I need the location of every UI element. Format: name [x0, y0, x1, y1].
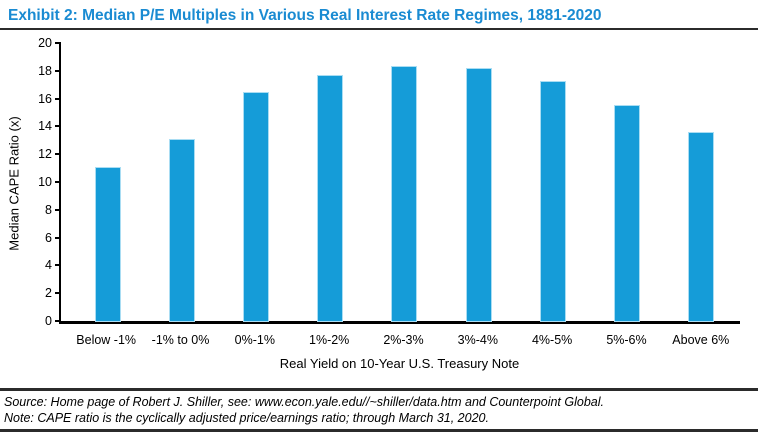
y-tick-mark — [55, 264, 61, 267]
y-tick-label: 6 — [45, 230, 52, 245]
y-tick-label: 12 — [38, 147, 52, 162]
y-tick-mark — [55, 69, 61, 72]
bar-slot — [219, 43, 293, 321]
bar-slot — [516, 43, 590, 321]
x-tick-label: Below -1% — [76, 333, 137, 347]
y-tick-mark — [55, 208, 61, 211]
footnotes: Source: Home page of Robert J. Shiller, … — [0, 388, 758, 432]
plot-area: 0 2 4 6 8 10 12 14 16 18 20 — [38, 37, 740, 327]
exhibit-title: Exhibit 2: Median P/E Multiples in Vario… — [8, 7, 602, 24]
y-tick-label: 0 — [45, 314, 52, 328]
bar — [244, 93, 269, 321]
bar — [96, 168, 121, 321]
y-tick-label: 14 — [38, 119, 52, 134]
y-tick-mark — [55, 320, 61, 322]
bar — [466, 69, 491, 321]
chart-header: Exhibit 2: Median P/E Multiples in Vario… — [0, 0, 758, 30]
x-tick-label: 0%-1% — [234, 333, 275, 347]
y-tick-mark — [55, 181, 61, 183]
x-tick-label: 4%-5% — [531, 333, 573, 347]
bar — [540, 81, 565, 321]
bars — [61, 43, 740, 321]
y-tick-label: 2 — [45, 286, 52, 301]
y-tick-mark — [55, 236, 61, 239]
bar-slot — [367, 43, 441, 321]
x-tick-label: 3%-4% — [457, 333, 498, 347]
bar-slot — [293, 43, 367, 321]
y-tick-label: 16 — [38, 91, 52, 106]
bar-slot — [71, 43, 145, 321]
bar — [392, 66, 417, 321]
y-tick-label: 18 — [38, 63, 52, 78]
x-tick-label: 5%-6% — [606, 333, 647, 347]
bar-slot — [442, 43, 516, 321]
y-tick-label: 20 — [38, 36, 52, 50]
y-tick-mark — [55, 125, 61, 128]
bar — [614, 105, 639, 321]
bar-slot — [590, 43, 664, 321]
x-axis-title: Real Yield on 10-Year U.S. Treasury Note — [279, 356, 520, 371]
y-tick-mark — [55, 292, 61, 295]
bar-slot — [664, 43, 738, 321]
y-tick-label: 4 — [45, 258, 52, 273]
bar — [688, 133, 713, 321]
x-tick-label: Above 6% — [672, 333, 730, 347]
note-line: Note: CAPE ratio is the cyclically adjus… — [4, 411, 489, 425]
y-tick-mark — [55, 153, 61, 156]
source-line: Source: Home page of Robert J. Shiller, … — [4, 395, 604, 409]
y-tick-mark — [55, 97, 61, 100]
y-tick-label: 8 — [45, 202, 52, 217]
x-tick-label: -1% to 0% — [151, 333, 210, 347]
y-tick-label: 10 — [38, 175, 52, 189]
x-axis-labels: Below -1% -1% to 0% 0%-1% 1%-2% 2%-3% 3%-4% 4%… — [59, 333, 740, 347]
y-tick-mark — [55, 42, 61, 44]
bar-slot — [145, 43, 219, 321]
bar — [318, 76, 343, 321]
x-tick-label: 1%-2% — [309, 333, 350, 347]
bar-chart: Median CAPE Ratio (x) 0 2 4 6 8 10 12 14 16 18 20 … — [0, 30, 758, 386]
x-tick-label: 2%-3% — [383, 333, 424, 347]
bar — [170, 140, 195, 321]
